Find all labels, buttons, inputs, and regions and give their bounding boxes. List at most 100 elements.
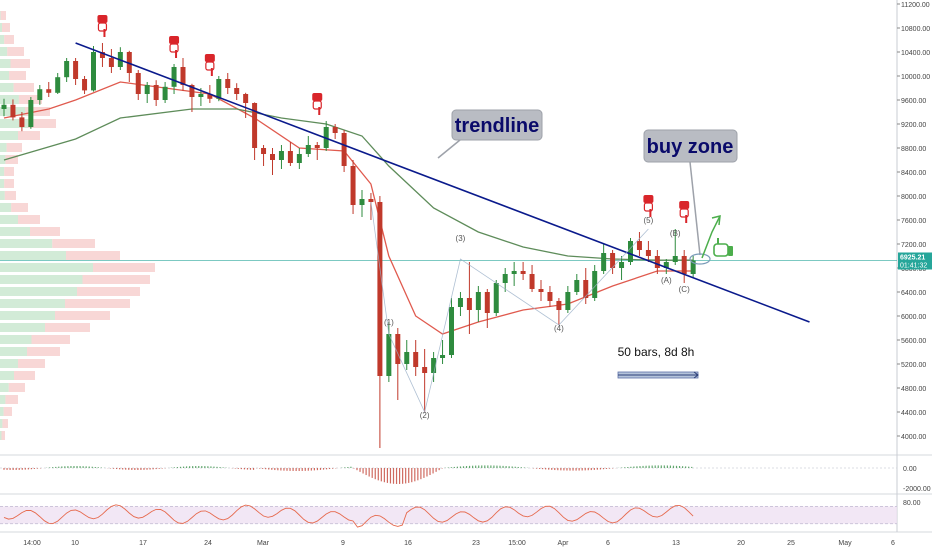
time-tick-label: 15:00 [508,540,526,547]
volume-profile-bar-green [0,179,5,188]
price-tick-label: 7600.00 [901,218,926,225]
candle-down [225,79,231,88]
volume-profile-bar-red [2,419,8,428]
candle-down [99,52,105,58]
volume-profile-bar-green [0,359,18,368]
buy-zone-ellipse [689,253,711,265]
volume-profile-bar-red [4,167,14,176]
projection-arrow-head [711,215,721,226]
pointer-hand-icon [643,195,654,217]
time-tick-label: 16 [404,540,412,547]
volume-profile-bar-green [0,251,66,260]
candle-up [431,358,437,373]
wave-label: (5) [644,216,654,225]
candle-down [422,367,428,373]
candle-down [126,52,132,73]
candle-down [207,94,213,99]
price-tick-label: 10400.00 [901,50,930,57]
price-tick-label: 11200.00 [901,2,930,9]
candle-up [672,256,678,262]
trendline-label-box: trendline [437,109,543,159]
time-tick-label: 6 [606,540,610,547]
candle-down [73,61,79,79]
pointer-hand-cuff [679,201,690,209]
volume-profile-bar-red [31,335,70,344]
volume-profile-bar-green [0,407,4,416]
time-tick-label: 20 [737,540,745,547]
pointer-hand-cuff [643,195,654,203]
volume-profile-bar-red [77,287,140,296]
pointer-hand-icon [169,36,180,58]
trendline-layer[interactable] [75,42,810,323]
volume-profile-bar-red [93,263,155,272]
candle-down [234,88,240,94]
candle-up [457,298,463,307]
rsi-line [3,504,694,528]
moving-average-fast [3,81,694,335]
volume-profile-bar-green [0,299,65,308]
price-tick-label: 8800.00 [901,146,926,153]
volume-profile-bar-green [0,119,28,128]
volume-profile-bar-green [0,311,55,320]
rsi-pane: 80.00 [0,500,921,528]
volume-profile-bar-red [0,11,7,20]
candle-down [261,148,267,154]
candle-up [628,241,633,262]
macd-tick-label: 0.00 [903,466,917,473]
volume-profile-bar-green [0,59,11,68]
candle-up [565,292,571,310]
candle-down [395,334,401,364]
bars-range-tool: 50 bars, 8d 8h [617,345,699,379]
volume-profile-bar-green [0,167,5,176]
volume-profile-bar-red [10,59,30,68]
volume-profile-bar-red [55,311,110,320]
time-tick-label: 24 [204,540,212,547]
candle-down [520,271,526,274]
buy-zone-label: buy zone [647,136,734,158]
time-tick-label: 9 [341,540,345,547]
candle-down [252,103,258,148]
candle-up [37,89,43,100]
volume-profile-bar-green [0,371,14,380]
volume-profile-bar-green [0,95,19,104]
volume-profile-bar-green [0,83,14,92]
volume-profile-bar-red [30,227,60,236]
volume-profile-bar-red [18,215,40,224]
volume-profile-bar-red [66,251,120,260]
candle-down [583,280,589,298]
time-tick-label: Apr [558,540,570,547]
candle-up [449,307,454,355]
volume-profile-bar-red [2,23,10,32]
volume-profile-bar-green [0,227,30,236]
time-tick-label: 14:00 [23,540,41,547]
wave-label: (4) [554,324,564,333]
trendline-label: trendline [455,115,539,137]
time-tick-label: May [838,540,852,547]
volume-profile-bar-green [0,239,53,248]
candle-up [386,334,392,376]
annotations-layer: (1) (2) (3) (4) (5) (A) (B) (C) trendline buy zon… [97,15,738,420]
candle-up [55,77,61,93]
price-tick-label: 10000.00 [901,74,930,81]
current-price-label: 6925.21 [900,254,925,261]
candle-up [162,86,168,100]
axes-layer: 11200.00 10800.00 10400.00 10000.00 9600.00 9… [23,2,932,547]
candle-down [636,241,642,250]
time-tick-label: 25 [787,540,795,547]
candle-down [654,256,660,268]
volume-profile-bar-red [65,299,130,308]
candle-up [91,52,96,91]
candle-up [663,262,669,268]
volume-profile-bar-green [0,35,5,44]
volume-profile-bar-red [45,323,90,332]
price-tick-label: 8000.00 [901,194,926,201]
trendline [75,42,810,323]
wave-guide [370,201,649,414]
candle-down [368,199,374,202]
candle-down [556,301,562,310]
volume-profile-bar-green [0,155,6,164]
projection-arrow [701,215,721,259]
price-tick-label: 6400.00 [901,290,926,297]
candle-down [645,250,651,256]
